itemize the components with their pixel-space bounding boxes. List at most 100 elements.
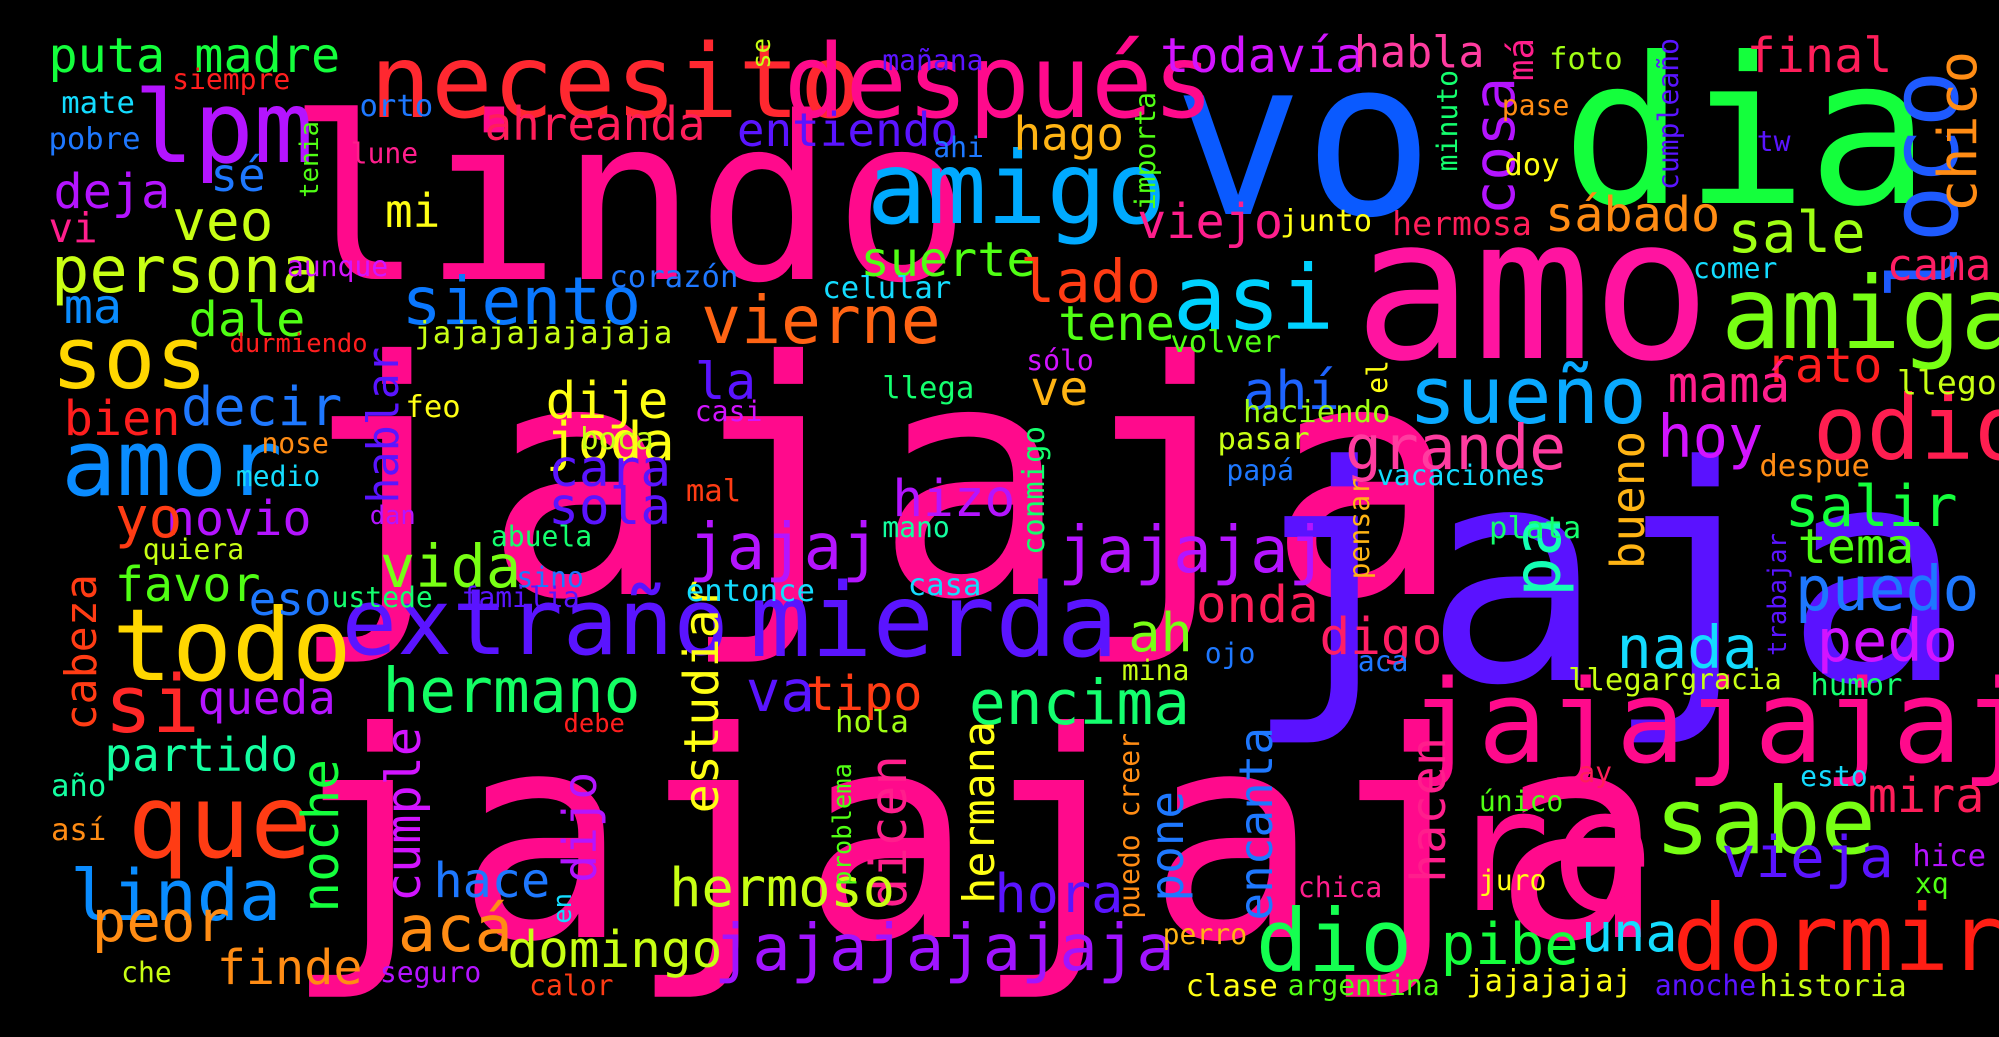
word-historia: historia (1759, 968, 1907, 1004)
word-vida: vida (379, 533, 522, 602)
word-amigo: amigo (866, 132, 1167, 248)
word-el: el (1361, 359, 1395, 394)
word-una: una (1580, 900, 1678, 964)
word-asi: asi (1172, 247, 1335, 352)
word-jajaj: jajaj (688, 510, 881, 585)
word-bien: bien (63, 391, 181, 448)
word-sale: sale (1727, 199, 1866, 267)
word-así: así (50, 813, 107, 849)
word-puedo-creer: puedo creer (1112, 733, 1146, 920)
word-cabeza: cabeza (57, 573, 108, 731)
word-necesito: necesito (369, 22, 862, 142)
word-orto: orto (359, 88, 434, 124)
word-onda: onda (1195, 576, 1319, 636)
word-final: final (1746, 27, 1893, 84)
word-pone: pone (1139, 790, 1194, 902)
word-ustede: ustede (331, 581, 433, 615)
word-ahreanda: ahreanda (484, 97, 706, 152)
word-pibe: pibe (1440, 910, 1579, 978)
word-chico: chico (1926, 51, 1990, 213)
word-veo: veo (172, 188, 274, 254)
word-digo: digo (1319, 608, 1443, 668)
word-juro: juro (1478, 864, 1547, 898)
word-hola: hola (835, 704, 909, 740)
word-casi: casi (694, 394, 763, 428)
word-seguro: seguro (379, 956, 482, 990)
word-hermosa: hermosa (1392, 203, 1532, 243)
word-má: má (1501, 38, 1543, 82)
word-puta-madre: puta madre (48, 27, 341, 84)
word-esto: esto (1800, 759, 1868, 793)
word-vacaciones: vacaciones (1376, 458, 1546, 492)
word-hacen: hacen (1400, 737, 1457, 884)
word-ahí: ahí (1243, 358, 1340, 422)
word-amo: amo (1353, 174, 1711, 406)
word-novio: novio (165, 490, 312, 547)
word-eso: eso (248, 571, 332, 626)
word-foto: foto (1548, 41, 1623, 77)
word-humor: humor (1810, 667, 1903, 703)
word-ahi: ahi (933, 130, 984, 164)
word-después: después (784, 22, 1215, 142)
word-linda: linda (70, 854, 282, 937)
word-che: che (121, 956, 172, 990)
word-decir: decir (181, 375, 343, 439)
word-vo: vo (1172, 13, 1434, 266)
word-problema: problema (828, 762, 859, 886)
word-estudiar: estudiar (674, 580, 731, 814)
word-jajajajaja: jajajajaja (1408, 655, 1999, 790)
word-mate: mate (61, 86, 135, 122)
word-si: si (104, 658, 200, 751)
word-cama: cama (1886, 240, 1992, 291)
word-ay: ay (1578, 755, 1613, 789)
word-sabe: sabe (1654, 767, 1876, 875)
word-sé: sé (210, 148, 266, 203)
word-favor: favor (114, 557, 261, 614)
word-junto: junto (1279, 203, 1373, 239)
word-amor: amor (61, 410, 283, 518)
word-comer: comer (1693, 252, 1778, 286)
word-abuela: abuela (490, 519, 593, 553)
word-hizo: hizo (892, 470, 1016, 530)
word-medio: medio (235, 460, 321, 493)
word-entonce: entonce (685, 573, 815, 609)
word-tene: tene (1058, 295, 1175, 352)
word-jajajaja: jajajaja (283, 671, 1666, 1006)
word-puedo: puedo (1795, 553, 1980, 625)
word-ah: ah (1128, 600, 1193, 664)
word-gracia: gracia (1680, 662, 1782, 696)
word-salir: salir (1784, 473, 1958, 541)
word-mira: mira (1867, 767, 1985, 824)
word-anoche: anoche (1654, 968, 1757, 1002)
word-nada: nada (1616, 613, 1758, 682)
word-chica: chica (1297, 870, 1383, 904)
word-llego: llego (1897, 363, 1997, 403)
word-ojo: ojo (1204, 637, 1256, 671)
word-pedo: pedo (1816, 607, 1958, 676)
word-hice: hice (1912, 838, 1987, 874)
word-la: la (694, 353, 757, 413)
word-lado: lado (1019, 247, 1162, 316)
word-llegar: llegar (1568, 662, 1679, 698)
word-importa: importa (1129, 91, 1163, 211)
word-haciendo: haciendo (1243, 394, 1391, 430)
word-durmiendo: durmiendo (229, 328, 368, 359)
word-siento: siento (401, 261, 642, 340)
word-tema: tema (1797, 518, 1915, 575)
word-noche: noche (291, 758, 351, 913)
word-mal: mal (685, 474, 742, 510)
word-xq: xq (1914, 866, 1949, 900)
word-cumpleaño: cumpleaño (1651, 38, 1685, 191)
word-ma: ma (63, 279, 123, 336)
word-quiera: quiera (142, 532, 245, 566)
word-persona: persona (50, 233, 320, 308)
word-jajajajaj: jajajajaj (1466, 963, 1632, 999)
word-sólo: sólo (1026, 343, 1094, 377)
word-jajaja: jajaja (286, 291, 1462, 671)
word-pasar: pasar (1217, 421, 1310, 457)
word-despue: despue (1759, 448, 1870, 484)
word-clase: clase (1185, 968, 1278, 1004)
word-nose: nose (261, 426, 329, 460)
word-dia: dia (1561, 14, 1931, 252)
